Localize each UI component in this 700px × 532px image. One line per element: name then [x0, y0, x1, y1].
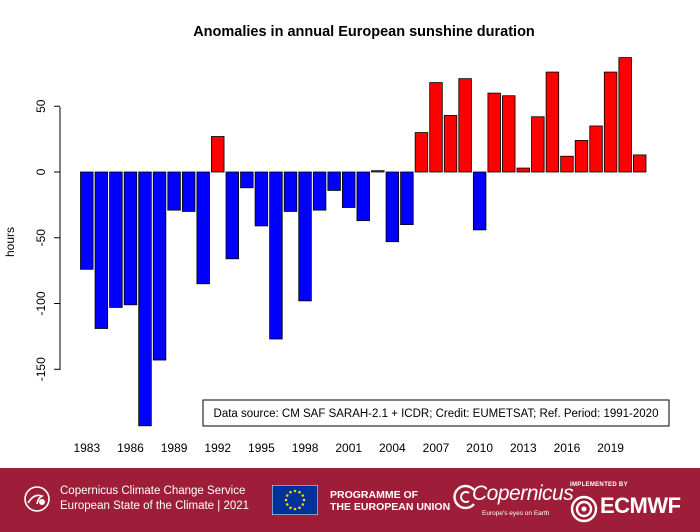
bar-2017 [574, 140, 589, 173]
eu-star-icon [302, 498, 306, 502]
x-axis-tick-labels: 1983 1986 1989 1992 1995 1998 2001 2004 2007 2010… [73, 441, 624, 455]
y-tick-label: 0 [34, 168, 48, 175]
ecmwf-logo: IMPLEMENTED BY ECMWF [566, 482, 690, 523]
bar-1984 [94, 171, 109, 329]
eu-star-icon [285, 494, 289, 497]
eu-flag-icon [271, 484, 319, 516]
x-tick-label: 2019 [597, 441, 624, 455]
bar-1989 [167, 171, 181, 211]
bar-1992 [211, 136, 225, 173]
bar-2004 [385, 171, 400, 243]
bar-1997 [283, 171, 298, 212]
bar-1985 [109, 171, 123, 308]
x-tick-label: 1989 [161, 441, 188, 455]
eu-star-icon [289, 506, 292, 510]
bar-1987 [138, 171, 152, 427]
y-tick-label: -100 [34, 291, 48, 315]
bar-2001 [341, 171, 356, 208]
ecmwf-swirl-icon [570, 495, 598, 523]
bar-1986 [123, 171, 138, 306]
x-tick-label: 1986 [117, 441, 144, 455]
legend-box [202, 399, 670, 427]
chart-title: Anomalies in annual European sunshine du… [193, 24, 535, 40]
x-tick-label: 1995 [248, 441, 275, 455]
bar-2015 [545, 71, 560, 173]
bars-group [80, 57, 647, 427]
eu-star-icon [301, 494, 305, 497]
eu-line1: PROGRAMME OF [330, 489, 419, 501]
footer-banner: Copernicus Climate Change Service Europe… [0, 468, 700, 532]
y-axis-label: hours [3, 227, 17, 257]
implemented-by-label: IMPLEMENTED BY [570, 482, 628, 488]
bar-1998 [298, 171, 312, 302]
bar-chart: Anomalies in annual European sunshine du… [3, 24, 670, 455]
bar-2011 [487, 92, 501, 173]
bar-2019 [603, 71, 618, 173]
c3s-line2: European State of the Climate | 2021 [60, 500, 250, 512]
x-tick-label: 1998 [292, 441, 319, 455]
bar-2008 [443, 115, 458, 173]
copernicus-orbit-icon [453, 484, 475, 510]
eu-star-icon [293, 507, 297, 511]
bar-2007 [429, 82, 443, 173]
x-tick-label: 2007 [423, 441, 450, 455]
c3s-line1: Copernicus Climate Change Service [60, 485, 246, 497]
x-tick-label: 2016 [554, 441, 581, 455]
x-tick-label: 2010 [466, 441, 493, 455]
legend-text: Data source: CM SAF SARAH-2.1 + ICDR; Cr… [214, 408, 659, 420]
bar-2016 [560, 155, 574, 173]
eu-star-icon [293, 489, 297, 493]
ecmwf-word: ECMWF [600, 493, 681, 518]
bar-2000 [327, 171, 341, 191]
bar-1995 [254, 171, 269, 227]
bar-2013 [516, 167, 531, 173]
bar-2006 [414, 132, 429, 173]
eu-star-icon [285, 503, 289, 506]
eu-star-icon [298, 506, 301, 510]
y-tick-label: -150 [34, 357, 48, 381]
bar-1983 [80, 171, 94, 270]
bar-2009 [458, 78, 472, 173]
bar-2014 [531, 116, 545, 173]
copernicus-logo: Copernicus Europe's eyes on Earth [452, 480, 574, 524]
y-axis-ticks: 50 0 -50 -100 -150 [34, 99, 60, 381]
bar-2018 [589, 125, 603, 173]
y-tick-label: 50 [34, 99, 48, 113]
bar-2010 [472, 171, 487, 231]
c3s-text: Copernicus Climate Change Service Europe… [60, 484, 249, 514]
eu-star-icon [284, 498, 288, 502]
x-tick-label: 2004 [379, 441, 406, 455]
bar-2005 [400, 171, 414, 225]
eu-line2: THE EUROPEAN UNION [330, 501, 451, 513]
bar-2002 [356, 171, 370, 222]
x-tick-label: 2001 [335, 441, 362, 455]
copernicus-word: Copernicus [472, 482, 574, 505]
bar-1991 [196, 171, 210, 285]
bar-2020 [618, 57, 632, 173]
eu-star-icon [298, 490, 301, 494]
x-tick-label: 2013 [510, 441, 537, 455]
eu-star-icon [289, 490, 292, 494]
copernicus-tagline: Europe's eyes on Earth [482, 510, 550, 517]
bar-1999 [312, 171, 327, 211]
eu-star-icon [301, 503, 305, 506]
c3s-logo-icon [22, 484, 52, 514]
bar-2003 [371, 170, 385, 173]
eu-programme-text: PROGRAMME OF THE EUROPEAN UNION [330, 489, 450, 513]
bar-1996 [269, 171, 283, 340]
bar-1990 [181, 171, 196, 212]
x-tick-label: 1992 [204, 441, 231, 455]
bar-extra-38 [633, 154, 647, 173]
bar-1993 [225, 171, 240, 260]
bar-2012 [502, 95, 516, 173]
bar-1994 [240, 171, 254, 189]
x-tick-label: 1983 [73, 441, 100, 455]
y-tick-label: -50 [34, 229, 48, 247]
bar-1988 [152, 171, 167, 361]
